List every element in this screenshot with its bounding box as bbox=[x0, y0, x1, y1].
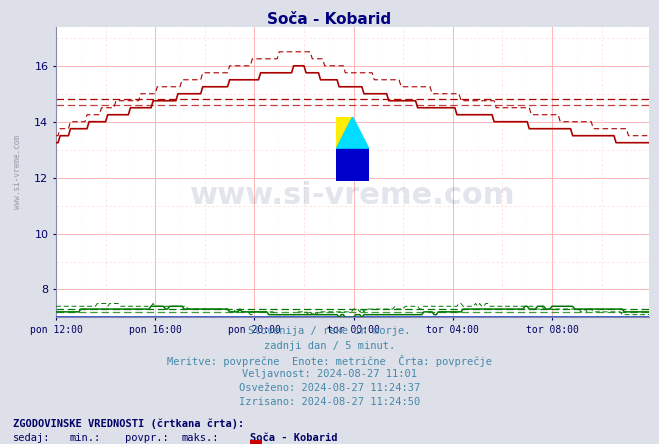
Text: Meritve: povprečne  Enote: metrične  Črta: povprečje: Meritve: povprečne Enote: metrične Črta:… bbox=[167, 355, 492, 367]
Text: maks.:: maks.: bbox=[181, 433, 219, 443]
Text: Soča - Kobarid: Soča - Kobarid bbox=[268, 12, 391, 28]
Text: Izrisano: 2024-08-27 11:24:50: Izrisano: 2024-08-27 11:24:50 bbox=[239, 397, 420, 408]
Text: Veljavnost: 2024-08-27 11:01: Veljavnost: 2024-08-27 11:01 bbox=[242, 369, 417, 379]
Text: sedaj:: sedaj: bbox=[13, 433, 51, 443]
Text: povpr.:: povpr.: bbox=[125, 433, 169, 443]
Text: ZGODOVINSKE VREDNOSTI (črtkana črta):: ZGODOVINSKE VREDNOSTI (črtkana črta): bbox=[13, 419, 244, 429]
Text: www.si-vreme.com: www.si-vreme.com bbox=[190, 181, 515, 210]
Text: Slovenija / reke in morje.: Slovenija / reke in morje. bbox=[248, 326, 411, 337]
Text: Soča - Kobarid: Soča - Kobarid bbox=[250, 433, 338, 443]
Text: zadnji dan / 5 minut.: zadnji dan / 5 minut. bbox=[264, 341, 395, 351]
Text: Osveženo: 2024-08-27 11:24:37: Osveženo: 2024-08-27 11:24:37 bbox=[239, 383, 420, 393]
Text: www.si-vreme.com: www.si-vreme.com bbox=[13, 135, 22, 209]
Text: min.:: min.: bbox=[69, 433, 100, 443]
